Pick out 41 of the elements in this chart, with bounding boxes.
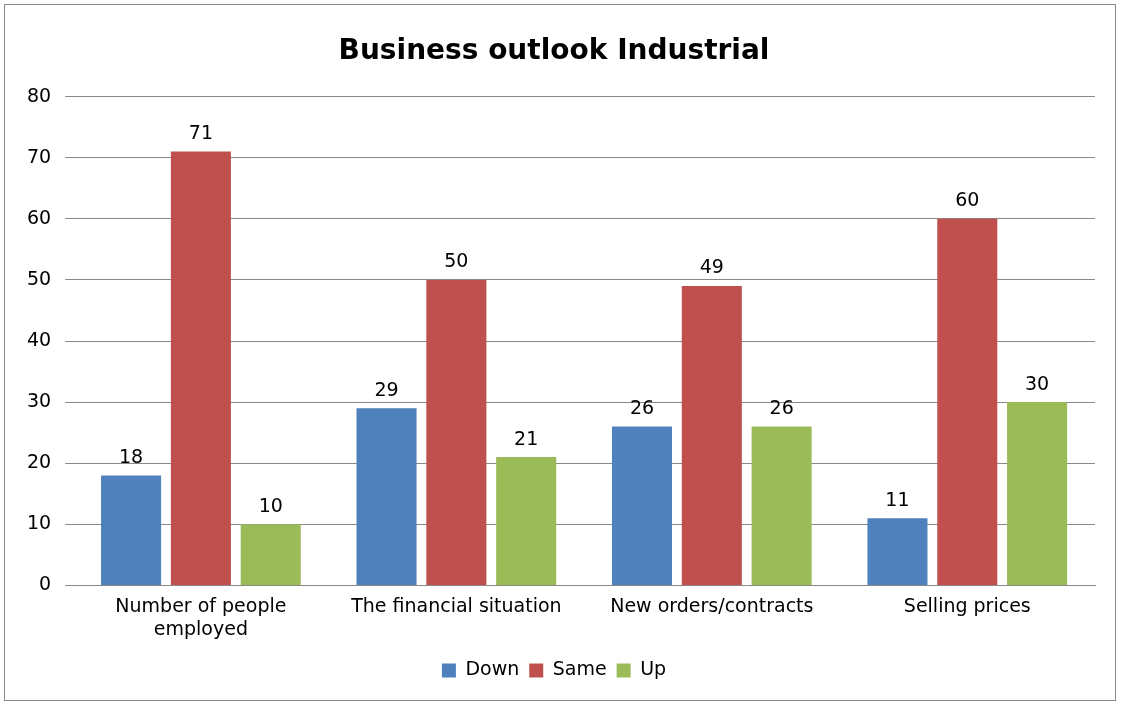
bar bbox=[751, 426, 812, 585]
data-label: 49 bbox=[699, 255, 724, 278]
legend-label: Same bbox=[552, 657, 607, 680]
y-tick-label: 10 bbox=[26, 511, 52, 534]
data-label: 50 bbox=[444, 249, 469, 272]
data-label: 18 bbox=[118, 444, 144, 467]
data-label: 26 bbox=[769, 395, 794, 418]
data-label: 21 bbox=[514, 426, 539, 449]
y-tick-label: 60 bbox=[26, 205, 52, 228]
bar bbox=[1007, 402, 1068, 585]
y-tick-label: 40 bbox=[26, 327, 52, 350]
chart-title: Business outlook Industrial bbox=[338, 33, 770, 67]
bar bbox=[101, 475, 162, 585]
data-label: 11 bbox=[885, 487, 910, 510]
legend-label: Up bbox=[640, 657, 667, 680]
x-tick-label: Number of people employed bbox=[115, 593, 287, 639]
legend-label: Down bbox=[465, 657, 520, 680]
y-tick-label: 0 bbox=[39, 572, 52, 595]
bar bbox=[611, 426, 673, 585]
bar bbox=[240, 524, 301, 585]
y-tick-label: 70 bbox=[26, 144, 52, 167]
data-label: 60 bbox=[955, 188, 980, 211]
data-label: 29 bbox=[374, 377, 399, 400]
data-label: 71 bbox=[188, 121, 213, 144]
bar bbox=[426, 279, 487, 585]
data-label: 26 bbox=[629, 395, 655, 418]
bar bbox=[356, 408, 417, 585]
y-tick-label: 20 bbox=[26, 450, 52, 473]
x-tick-label: The financial situation bbox=[350, 593, 562, 616]
bar bbox=[937, 218, 998, 585]
bar bbox=[170, 151, 231, 585]
bar bbox=[681, 286, 742, 585]
data-label: 10 bbox=[258, 493, 283, 516]
y-tick-label: 80 bbox=[26, 83, 52, 106]
x-tick-label: New orders/contracts bbox=[610, 593, 814, 616]
bar bbox=[496, 457, 557, 585]
y-tick-label: 50 bbox=[26, 266, 52, 289]
x-tick-label: Selling prices bbox=[903, 593, 1031, 616]
data-label: 30 bbox=[1025, 371, 1050, 394]
bar bbox=[867, 518, 928, 585]
y-tick-label: 30 bbox=[26, 389, 52, 412]
